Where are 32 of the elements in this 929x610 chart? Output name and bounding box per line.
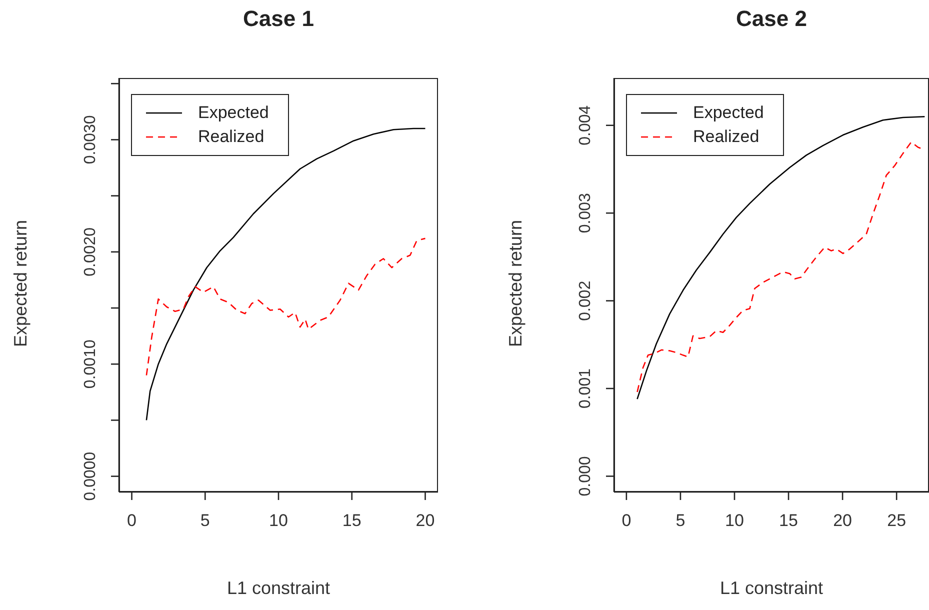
x-tick-label: 0 <box>127 511 136 530</box>
x-tick-label: 20 <box>416 511 435 530</box>
y-tick-label: 0.003 <box>577 192 594 234</box>
x-tick-label: 15 <box>342 511 362 530</box>
line-series <box>146 128 426 421</box>
chart-title: Case 2 <box>735 6 808 32</box>
y-tick-label: 0.002 <box>577 280 594 321</box>
legend-label: Realized <box>693 127 760 147</box>
y-tick-label: 0.0010 <box>82 340 99 389</box>
x-tick-label: 5 <box>200 511 210 530</box>
line-series <box>146 238 426 376</box>
legend-label: Expected <box>693 103 764 123</box>
x-tick-label: 20 <box>833 511 852 530</box>
y-tick-label: 0.000 <box>577 456 594 496</box>
y-tick-label: 0.001 <box>577 368 594 409</box>
x-axis-title: L1 constraint <box>226 578 332 599</box>
x-tick-label: 15 <box>779 511 798 530</box>
legend-label: Realized <box>198 127 264 147</box>
y-tick-label: 0.0020 <box>82 227 99 276</box>
y-tick-label: 0.004 <box>577 105 594 146</box>
y-tick-label: 0.0030 <box>82 115 99 164</box>
x-tick-label: 0 <box>622 511 632 530</box>
x-tick-label: 10 <box>269 511 288 530</box>
x-tick-label: 25 <box>887 511 906 530</box>
x-axis-title: L1 constraint <box>718 578 824 599</box>
legend-label: Expected <box>198 103 269 123</box>
y-tick-label: 0.0000 <box>82 452 99 501</box>
y-axis-title: Expected return <box>10 218 32 350</box>
y-axis-title: Expected return <box>506 218 526 350</box>
x-tick-label: 10 <box>725 511 744 530</box>
x-tick-label: 5 <box>676 511 686 530</box>
chart-title: Case 1 <box>242 6 315 32</box>
